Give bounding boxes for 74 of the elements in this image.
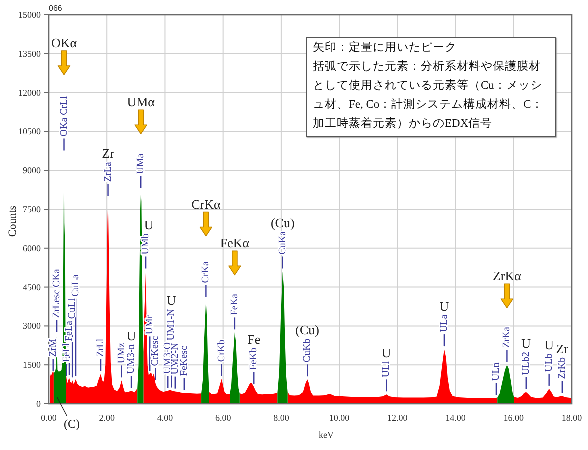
y-tick-label: 1500 bbox=[23, 360, 42, 370]
peak-label: UMb bbox=[140, 234, 152, 255]
y-tick-label: 6000 bbox=[23, 243, 42, 254]
annotation: 括弧で示した元素：分析系材料や保護膜材として使用されている元素等（Cu：メッシュ材、Fe, Co：計測システム構成材料、C：加工時蒸着元素）からのEDX信号 bbox=[313, 59, 544, 132]
x-tick-label: 16.00 bbox=[504, 413, 525, 423]
peak-label: ZrKa bbox=[502, 327, 513, 348]
annotation: Fe bbox=[248, 332, 261, 347]
y-tick-label: 10500 bbox=[18, 126, 42, 137]
y-axis-title: Counts bbox=[7, 206, 19, 238]
peak-label: ZrM bbox=[48, 338, 59, 358]
x-axis-title: keV bbox=[319, 430, 334, 440]
peak-label: FeKa bbox=[229, 294, 240, 316]
y-tick-label: 4500 bbox=[23, 282, 42, 292]
annotation: Zr bbox=[102, 146, 116, 162]
annotation: OKα bbox=[51, 35, 78, 50]
peak-label: ZrLesc CKa bbox=[52, 269, 63, 318]
peak-label: FeKb bbox=[248, 348, 260, 370]
note: 矢印：定量に用いたピーク 括弧で示した元素：分析系材料や保護膜材として使用されている元素等（Cu：メッシュ材、Fe, Co：計測システム構成材料、C：加工時蒸着元素）からのEDX信号 bbox=[306, 37, 556, 137]
annotation: (Cu) bbox=[270, 215, 295, 230]
y-tick-label: 15000 bbox=[18, 10, 42, 20]
annotation: U bbox=[166, 293, 177, 308]
annotation: Zr bbox=[556, 342, 570, 357]
peak-label: FeLa bbox=[64, 321, 75, 342]
x-tick-label: 4.00 bbox=[157, 413, 174, 423]
peak-label: ULa bbox=[438, 314, 450, 333]
peak-label: CuKa bbox=[277, 231, 288, 255]
annotation: U bbox=[522, 336, 532, 351]
peak-label: FeKesc bbox=[178, 346, 190, 376]
text: (C) bbox=[64, 417, 80, 431]
peak-label: UMr bbox=[144, 315, 156, 335]
peak-label: CrKb bbox=[216, 340, 228, 362]
y-tick-label: 12000 bbox=[18, 88, 42, 98]
peak-label: CuLl bbox=[67, 298, 78, 320]
peak-label: ULl bbox=[381, 362, 392, 378]
peak-label: ZrKb bbox=[556, 358, 568, 380]
x-tick-label: 2.00 bbox=[99, 413, 116, 423]
x-tick-label: 18.00 bbox=[562, 413, 583, 423]
peak-label: CuKb bbox=[302, 338, 314, 363]
x-tick-label: 10.00 bbox=[329, 413, 350, 423]
peak-label: ULb2 bbox=[520, 352, 532, 376]
peak-label: OKa CrLl bbox=[58, 96, 70, 137]
annotation: UMα bbox=[127, 94, 156, 110]
annotation: U bbox=[126, 328, 137, 344]
annotation: 矢印：定量に用いたピーク bbox=[313, 40, 458, 56]
x-tick-label: 14.00 bbox=[446, 413, 466, 423]
peak-label: UM3-n bbox=[126, 344, 138, 374]
annotation: U bbox=[382, 346, 392, 361]
annotation: U bbox=[440, 298, 450, 314]
annotation: FeKα bbox=[220, 236, 250, 251]
y-tick-label: 7500 bbox=[23, 204, 42, 214]
annotation: U bbox=[544, 338, 555, 353]
peak-label: UM1-N bbox=[166, 309, 178, 341]
x-tick-label: 8.00 bbox=[274, 413, 290, 423]
y-tick-label: 3000 bbox=[23, 321, 42, 332]
peak-label: UMa bbox=[136, 154, 147, 174]
annotation: U bbox=[144, 218, 154, 233]
x-tick-label: 0.00 bbox=[41, 413, 58, 423]
y-tick-label: 9000 bbox=[23, 166, 42, 176]
chart-title: 066 bbox=[49, 4, 63, 13]
peak-label: CrKa bbox=[200, 262, 212, 284]
annotation: (Cu) bbox=[296, 322, 320, 338]
annotation: ZrKα bbox=[492, 268, 522, 284]
peak-label: CuLa bbox=[70, 274, 82, 297]
peak-label: ZrLl bbox=[96, 338, 106, 358]
annotation: CrKα bbox=[192, 196, 221, 212]
peak-label: ZrLa bbox=[102, 162, 114, 182]
peak-label: UMz bbox=[116, 343, 128, 364]
peak-label: ULn bbox=[490, 362, 502, 382]
peak-label: ULb bbox=[544, 354, 555, 372]
y-tick-label: 13500 bbox=[18, 48, 42, 59]
y-tick-label: 0 bbox=[36, 399, 42, 409]
x-tick-label: 12.00 bbox=[388, 413, 408, 423]
x-tick-label: 6.00 bbox=[215, 413, 232, 423]
peak-label: CrKesc bbox=[150, 336, 162, 366]
